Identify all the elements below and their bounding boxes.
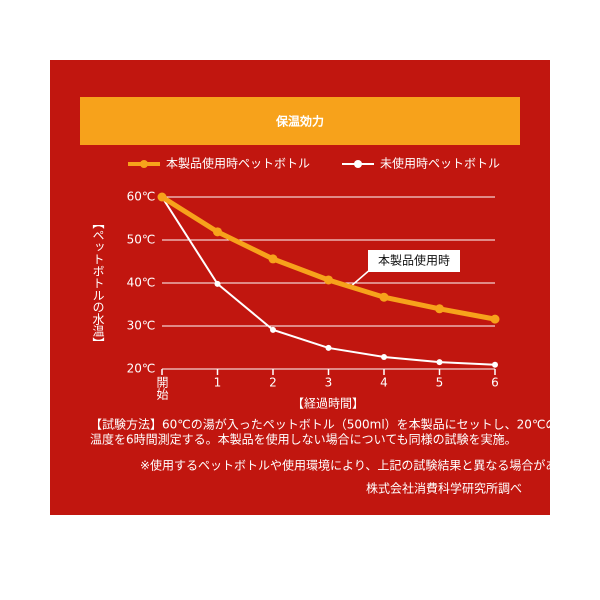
data-point <box>324 275 333 285</box>
data-point <box>379 292 389 302</box>
data-point <box>270 326 276 333</box>
data-point <box>157 192 167 202</box>
y-tick-label: 60℃ <box>127 190 156 204</box>
x-tick-label: 3 <box>325 376 333 390</box>
annotation: 本製品使用時 <box>378 253 450 268</box>
x-tick-label: 4 <box>380 376 388 390</box>
note: 温度を6時間測定する。本製品を使用しない場合についても同様の試験を実施。 <box>90 432 517 447</box>
x-tick-label: 2 <box>269 376 277 390</box>
data-point <box>268 254 278 264</box>
data-point <box>325 344 332 351</box>
legend-label: 未使用時ペットボトル <box>380 156 500 171</box>
annotation-box <box>368 250 460 272</box>
x-axis-label: 【経過時間】 <box>292 397 364 411</box>
annotation-pointer <box>349 267 373 288</box>
chart-title: 保温効力 <box>275 114 324 129</box>
legend-swatch <box>140 160 148 168</box>
data-point <box>381 353 387 360</box>
data-point <box>492 361 498 368</box>
x-tick-label: 6 <box>491 376 499 390</box>
y-tick-label: 30℃ <box>127 319 156 333</box>
title-banner <box>80 97 520 145</box>
data-point <box>213 227 222 237</box>
legend-label: 本製品使用時ペットボトル <box>166 156 310 171</box>
x-tick-label: 5 <box>436 376 444 390</box>
y-tick-label: 40℃ <box>127 276 156 290</box>
data-point <box>490 314 500 324</box>
y-tick-label: 20℃ <box>127 362 156 376</box>
legend-swatch <box>354 160 362 168</box>
note: 【試験方法】60℃の湯が入ったペットボトル（500ml）を本製品にセットし、20… <box>90 417 600 432</box>
data-point <box>436 359 443 366</box>
source: 株式会社消費科学研究所調べ <box>366 481 522 496</box>
note: ※使用するペットボトルや使用環境により、上記の試験結果と異なる場合があります。 <box>140 458 600 473</box>
x-tick-label: 1 <box>214 376 222 390</box>
y-tick-label: 50℃ <box>127 233 156 247</box>
data-point <box>435 304 444 314</box>
data-point <box>214 280 221 287</box>
x-tick-label: 開始 <box>155 376 169 400</box>
y-axis-label: 【ペットボトルの水温】 <box>91 217 105 349</box>
